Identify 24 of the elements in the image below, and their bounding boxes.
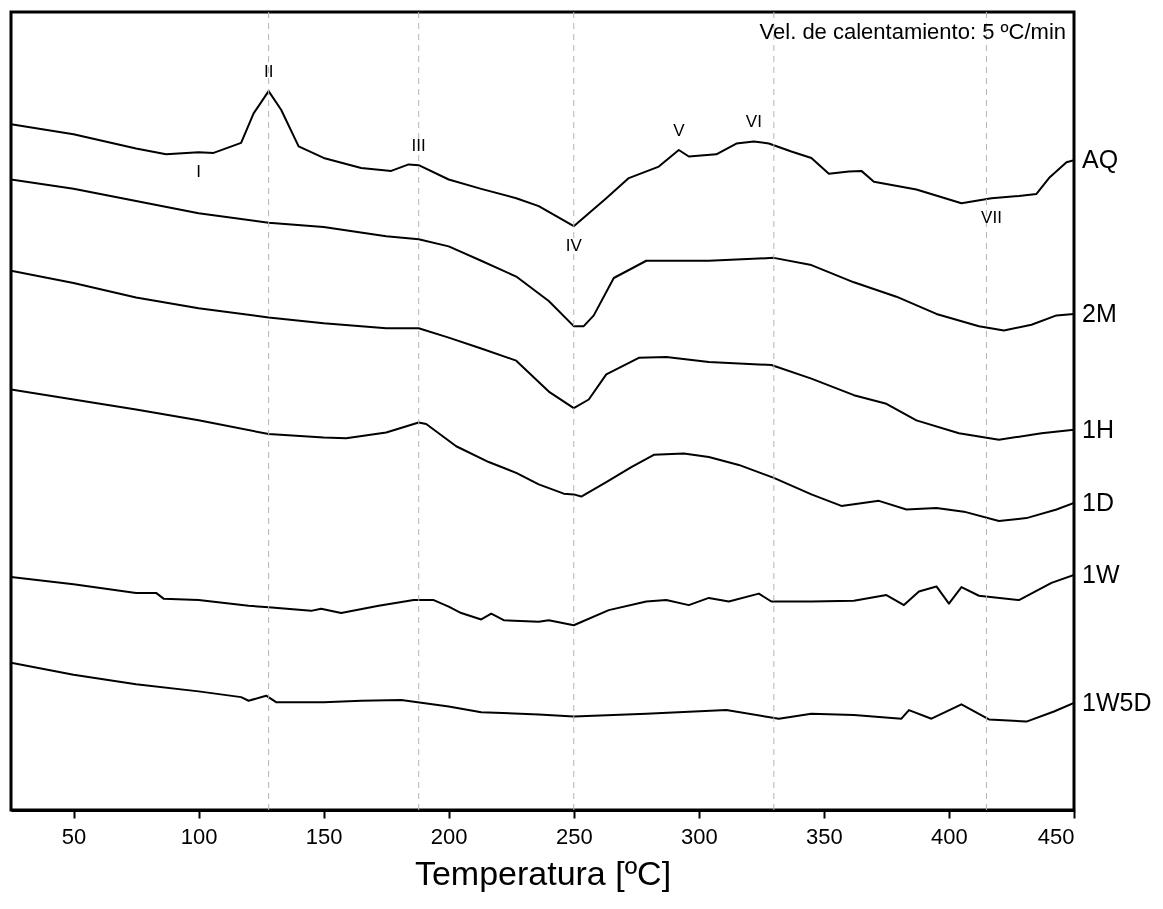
series-label: 1H: [1082, 414, 1114, 443]
x-tick-label: 50: [61, 823, 87, 849]
series-label: AQ: [1082, 145, 1119, 174]
x-tick-label: 200: [430, 823, 468, 849]
x-tick-label: 250: [555, 823, 593, 849]
annotation: II: [263, 62, 274, 82]
annotation: V: [673, 121, 686, 141]
series-label: 1W: [1082, 559, 1120, 588]
x-tick-label: 150: [305, 823, 343, 849]
x-tick-label: 350: [806, 823, 843, 849]
series-label: 1W5D: [1082, 687, 1152, 716]
annotation: IV: [565, 236, 583, 256]
text: Vel. de calentamiento: 5 ºC/min: [759, 19, 1066, 44]
annotation: VII: [981, 208, 1002, 228]
annotation: I: [196, 162, 201, 182]
x-tick-label: 300: [680, 823, 718, 849]
x-tick-label: 450: [1037, 823, 1075, 849]
series-label: 2M: [1082, 298, 1117, 327]
annotation: III: [411, 136, 426, 156]
series-label: 1D: [1082, 488, 1114, 517]
annotation: VI: [745, 112, 762, 132]
x-tick-label: 100: [180, 823, 218, 849]
x-tick-label: 400: [931, 823, 968, 849]
x-axis-title: Temperatura [ºC]: [414, 853, 672, 892]
